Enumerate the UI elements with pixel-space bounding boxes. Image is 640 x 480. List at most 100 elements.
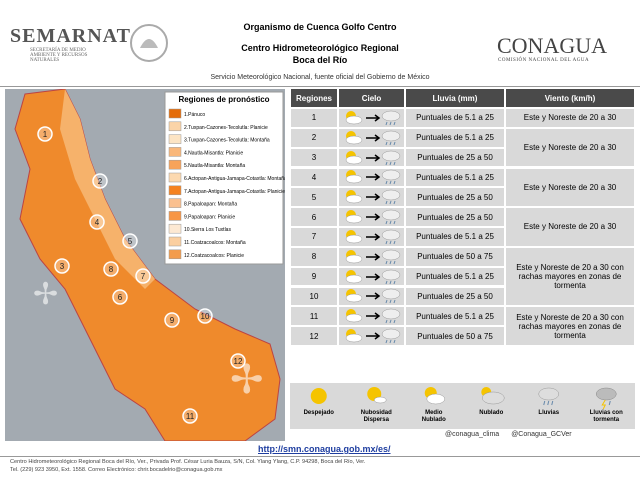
sky-cell	[338, 187, 405, 208]
coat-of-arms	[130, 24, 168, 62]
legend-label: 12.Coatzacoalcos: Planicie	[184, 253, 244, 259]
legend-title: Regiones de pronóstico	[178, 95, 269, 104]
weather-label: Nublado	[479, 410, 503, 416]
sky-icons	[345, 209, 400, 225]
legend-label: 5.Nautla-Misantla: Montaña	[184, 163, 245, 169]
sky-cell	[338, 326, 405, 346]
wind-cell: Este y Noreste de 20 a 30 con rachas may…	[505, 306, 635, 346]
rain-cell: Puntuales de 25 a 50	[405, 147, 505, 168]
rain-cell: Puntuales de 5.1 a 25	[405, 167, 505, 188]
title-2: Centro Hidrometeorológico Regional	[241, 43, 399, 53]
wind-cell: Este y Noreste de 20 a 30	[505, 127, 635, 168]
sky-icons	[345, 110, 400, 126]
subtitle: Servicio Meteorológico Nacional, fuente …	[210, 74, 430, 81]
region-marker-label: 1	[43, 130, 48, 139]
legend-swatch	[168, 108, 182, 119]
sky-cell	[338, 147, 405, 168]
legend-swatch	[168, 147, 182, 157]
sky-cell	[338, 167, 405, 188]
region-marker	[89, 214, 105, 230]
sky-cell	[338, 286, 405, 307]
legend-swatch	[168, 223, 182, 234]
legend-swatch	[168, 121, 182, 132]
region-cell: 9	[290, 266, 338, 287]
sky-cell	[338, 227, 405, 247]
sky-icons	[345, 189, 400, 205]
icon-legend	[290, 383, 635, 429]
website-link[interactable]: http://smn.conagua.gob.mx/es/	[258, 444, 391, 454]
weather-icon	[538, 387, 559, 406]
sky-cell	[338, 127, 405, 148]
region-marker	[164, 312, 180, 328]
wind-cell: Este y Noreste de 20 a 30 con rachas may…	[505, 246, 635, 307]
region-marker-label: 4	[95, 218, 100, 227]
legend-label: 3.Tuxpan-Cazones-Tecolutla: Montaña	[184, 138, 270, 144]
region-cell: 3	[290, 147, 338, 168]
region-marker-label: 11	[186, 412, 195, 421]
region-cell: 10	[290, 286, 338, 307]
wind-cell: Este y Noreste de 20 a 30	[505, 108, 635, 128]
semarnat-logo: SEMARNAT	[10, 25, 131, 47]
column-header: Lluvia (mm)	[405, 88, 505, 108]
rain-cell: Puntuales de 25 a 50	[405, 207, 505, 227]
weather-label: Lluvias	[538, 410, 559, 416]
region-marker-label: 2	[98, 177, 103, 186]
region-marker	[37, 126, 53, 142]
weather-label: Medio Nublado	[422, 410, 446, 423]
region-marker	[230, 353, 246, 369]
weather-label: Despejado	[304, 410, 335, 416]
region-cell: 8	[290, 246, 338, 267]
rain-cell: Puntuales de 25 a 50	[405, 286, 505, 307]
wind-cell: Este y Noreste de 20 a 30	[505, 207, 635, 247]
wind-cell: Este y Noreste de 20 a 30	[505, 167, 635, 208]
rain-cell: Puntuales de 5.1 a 25	[405, 227, 505, 247]
region-marker-label: 7	[141, 272, 146, 281]
weather-icon	[424, 387, 445, 405]
conagua-subtitle: COMISIÓN NACIONAL DEL AGUA	[498, 58, 590, 63]
sky-icons	[345, 328, 400, 344]
icon-legend-icons: Despejado Nubosidad Dispersa Medio Nublado Nu…	[304, 387, 623, 423]
social-handle: @Conagua_GCVer	[511, 431, 572, 438]
rain-cell: Puntuales de 5.1 a 25	[405, 127, 505, 148]
sky-icons	[345, 269, 400, 284]
legend-swatch	[168, 198, 182, 208]
weather-icon	[367, 387, 387, 404]
sky-icons	[345, 308, 400, 324]
footer-rule	[0, 456, 640, 457]
region-marker	[197, 308, 213, 324]
legend-label: 8.Papaloapan: Montaña	[184, 202, 237, 208]
title-1: Organismo de Cuenca Golfo Centro	[243, 22, 397, 32]
sky-icons	[345, 130, 400, 145]
legend-box	[164, 91, 284, 265]
legend-label: 7.Actopan-Antigua-Jamapa-Cotaxtla: Plani…	[184, 189, 285, 195]
legend-swatch	[168, 211, 182, 221]
social-handle: @conagua_clima	[445, 431, 500, 438]
region-cell: 4	[290, 167, 338, 188]
semarnat-subtitle: SECRETARÍA DE MEDIO AMBIENTE Y RECURSOS …	[30, 48, 88, 63]
region-marker-label: 9	[170, 316, 175, 325]
legend-label: 1.Pánuco	[184, 112, 205, 118]
legend-label: 6.Actopan-Antigua-Jamapa-Cotaxtla: Monta…	[184, 176, 285, 182]
rain-cell: Puntuales de 5.1 a 25	[405, 266, 505, 287]
title-3: Boca del Río	[292, 55, 348, 65]
region-cell: 1	[290, 108, 338, 128]
header-rule	[0, 86, 640, 87]
column-header: Regiones	[290, 88, 338, 108]
weather-label: Lluvias con tormenta	[590, 410, 623, 423]
sky-cell	[338, 246, 405, 267]
region-marker	[92, 173, 108, 189]
legend-label: 9.Papaloapan: Planicie	[184, 214, 235, 220]
region-cell: 7	[290, 227, 338, 247]
column-header: Cielo	[338, 88, 405, 108]
sky-icons	[345, 249, 400, 264]
region-marker	[122, 233, 138, 249]
legend-swatch	[168, 249, 182, 260]
region-marker	[135, 268, 151, 284]
legend-swatch	[168, 134, 182, 144]
rain-cell: Puntuales de 5.1 a 25	[405, 306, 505, 327]
sky-icons	[345, 150, 400, 165]
region-cell: 12	[290, 326, 338, 346]
legend-label: 4.Nautla-Misantla: Planicie	[184, 150, 243, 156]
weather-icon	[481, 387, 505, 405]
